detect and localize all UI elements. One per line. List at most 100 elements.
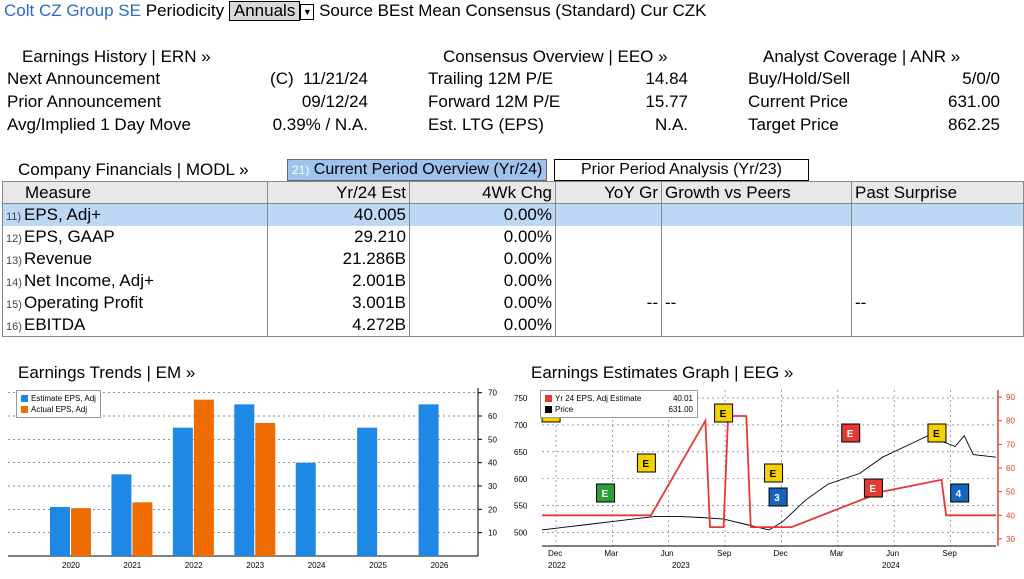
price-line (541, 434, 997, 531)
earnings-history-label: Prior Announcement (7, 92, 162, 111)
y-tick-label: 20 (488, 505, 497, 514)
legend-last-value: 631.00 (668, 405, 693, 414)
event-marker (714, 403, 734, 423)
x-tick-label: 2025 (369, 561, 387, 570)
yoy-cell (555, 226, 662, 248)
event-marker-label: E (770, 469, 777, 480)
row-number: 15) (6, 299, 22, 311)
tab-number: 21) (292, 163, 310, 177)
peers-cell (661, 270, 852, 292)
event-marker-label: E (847, 429, 854, 440)
peers-cell (661, 203, 852, 226)
table-row[interactable]: 13) Revenue 21.286B 0.00% (2, 248, 1024, 270)
right-y-tick-label: 70 (1006, 440, 1015, 449)
year-label: 2023 (672, 561, 690, 570)
event-marker-label: 3 (774, 493, 780, 504)
measure-cell[interactable]: 13) Revenue (2, 248, 268, 270)
x-tick-label: 2024 (308, 561, 326, 570)
company-financials-title[interactable]: Company Financials | MODL » (18, 160, 249, 179)
measure-cell[interactable]: 14) Net Income, Adj+ (2, 270, 268, 292)
col-header-chg[interactable]: 4Wk Chg (409, 181, 556, 204)
measure-cell[interactable]: 11) EPS, Adj+ (2, 203, 268, 226)
table-row[interactable]: 16) EBITDA 4.272B 0.00% (2, 314, 1024, 337)
x-tick-label: 2023 (246, 561, 264, 570)
surprise-cell: -- (851, 292, 1024, 314)
x-tick-label: Sep (717, 549, 732, 558)
consensus-label: Est. LTG (EPS) (428, 115, 544, 134)
chg-cell: 0.00% (409, 292, 556, 314)
est-cell: 21.286B (267, 248, 410, 270)
x-tick-label: Mar (604, 549, 618, 558)
row-number: 16) (6, 321, 22, 333)
consensus-label: Trailing 12M P/E (428, 69, 554, 88)
measure-label: EPS, GAAP (24, 227, 115, 246)
y-tick-label: 40 (488, 459, 497, 468)
table-row[interactable]: 11) EPS, Adj+ 40.005 0.00% (2, 203, 1024, 226)
peers-cell: -- (661, 292, 852, 314)
yoy-cell (555, 314, 662, 337)
col-header-measure[interactable]: Measure (2, 181, 268, 204)
event-marker (768, 487, 788, 507)
consensus-overview-title[interactable]: Consensus Overview | EEO » (443, 47, 668, 66)
surprise-cell (851, 203, 1024, 226)
event-marker (950, 483, 970, 503)
yoy-cell (555, 203, 662, 226)
year-label: 2024 (882, 561, 900, 570)
y-tick-label: 60 (488, 412, 497, 421)
earnings-trends-chart: 10 20 30 40 50 60 70 2020 2021 2022 2023 2024 2025 20… (0, 384, 510, 574)
earnings-trends-title[interactable]: Earnings Trends | EM » (18, 363, 196, 382)
table-header-row: Measure Yr/24 Est 4Wk Chg YoY Gr Growth … (2, 181, 1024, 204)
chg-cell: 0.00% (409, 314, 556, 337)
event-marker-label: E (869, 484, 876, 495)
x-tick-label: Sep (943, 549, 958, 558)
event-marker-label: 4 (956, 489, 962, 500)
event-marker (764, 463, 784, 483)
earnings-history-title[interactable]: Earnings History | ERN » (22, 47, 211, 66)
chevron-down-icon[interactable]: ▼ (300, 3, 315, 20)
bar-actual (193, 399, 214, 556)
col-header-yoy[interactable]: YoY Gr (555, 181, 662, 204)
chart-legend: Estimate EPS, Adj Actual EPS, Adj (16, 390, 101, 418)
earnings-estimates-title[interactable]: Earnings Estimates Graph | EEG » (531, 363, 794, 382)
right-y-tick-label: 50 (1006, 488, 1015, 497)
financials-table: Measure Yr/24 Est 4Wk Chg YoY Gr Growth … (2, 181, 1024, 337)
col-header-peers[interactable]: Growth vs Peers (661, 181, 852, 204)
earnings-history-value: 09/12/24 (301, 92, 368, 111)
event-marker (927, 423, 947, 443)
x-tick-label: Jun (661, 549, 674, 558)
legend-swatch (21, 395, 28, 403)
tab-prior-period[interactable]: Prior Period Analysis (Yr/23) (554, 159, 809, 181)
bar-actual (71, 508, 91, 556)
table-row[interactable]: 14) Net Income, Adj+ 2.001B 0.00% (2, 270, 1024, 292)
table-row[interactable]: 15) Operating Profit 3.001B 0.00% -- -- -… (2, 292, 1024, 314)
consensus-value: 15.77 (645, 92, 688, 111)
chg-cell: 0.00% (409, 248, 556, 270)
col-header-surprise[interactable]: Past Surprise (851, 181, 1024, 204)
x-tick-label: Mar (830, 549, 844, 558)
right-y-tick-label: 90 (1006, 393, 1015, 402)
chg-cell: 0.00% (409, 226, 556, 248)
measure-cell[interactable]: 15) Operating Profit (2, 292, 268, 314)
analyst-label: Target Price (748, 115, 839, 134)
event-marker (636, 453, 656, 473)
row-number: 13) (6, 255, 22, 267)
bar-actual (255, 423, 276, 556)
legend-swatch (21, 406, 28, 414)
right-y-tick-label: 80 (1006, 417, 1015, 426)
company-name[interactable]: Colt CZ Group SE (4, 1, 141, 20)
col-header-est[interactable]: Yr/24 Est (267, 181, 410, 204)
measure-cell[interactable]: 12) EPS, GAAP (2, 226, 268, 248)
measure-cell[interactable]: 16) EBITDA (2, 314, 268, 337)
y-tick-label: 30 (488, 482, 497, 491)
right-y-tick-label: 40 (1006, 511, 1015, 520)
measure-label: Operating Profit (24, 293, 144, 312)
analyst-coverage-title[interactable]: Analyst Coverage | ANR » (763, 47, 961, 66)
row-number: 12) (6, 233, 22, 245)
est-cell: 3.001B (267, 292, 410, 314)
measure-label: EPS, Adj+ (24, 205, 102, 224)
legend-item: Yr 24 EPS, Adj Estimate 40.01 (545, 393, 693, 404)
bar-estimate (418, 404, 439, 556)
tab-current-period[interactable]: 21) Current Period Overview (Yr/24) (287, 159, 548, 181)
periodicity-select[interactable]: Annuals (228, 1, 301, 21)
table-row[interactable]: 12) EPS, GAAP 29.210 0.00% (2, 226, 1024, 248)
